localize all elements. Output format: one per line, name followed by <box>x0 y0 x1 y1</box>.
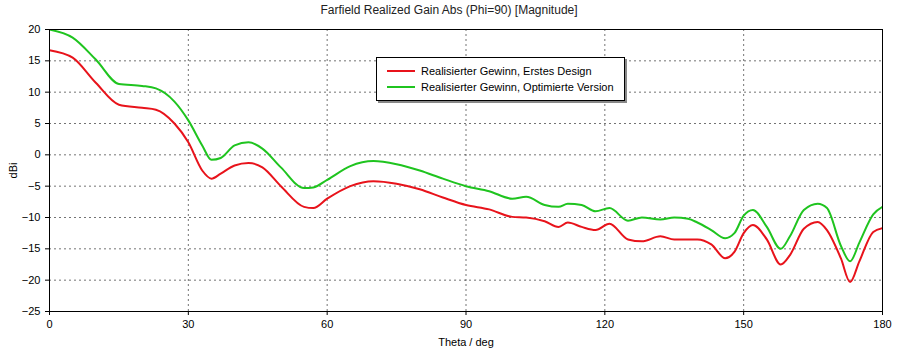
svg-text:−20: −20 <box>22 274 41 286</box>
html-text:Farfield Realized Gain Abs (Ph: Farfield Realized Gain Abs (Phi=90) [Mag… <box>320 3 578 17</box>
svg-text:−10: −10 <box>22 211 41 223</box>
svg-text:180: 180 <box>873 318 891 330</box>
svg-text:90: 90 <box>460 318 472 330</box>
svg-text:30: 30 <box>182 318 194 330</box>
svg-text:60: 60 <box>321 318 333 330</box>
svg-text:dBi: dBi <box>7 163 19 179</box>
html-text:Realisierter Gewinn, Optimiert: Realisierter Gewinn, Optimierte Version <box>421 81 614 93</box>
svg-text:−15: −15 <box>22 242 41 254</box>
svg-text:10: 10 <box>28 86 40 98</box>
svg-text:120: 120 <box>596 318 614 330</box>
svg-text:−5: −5 <box>28 180 41 192</box>
svg-text:Theta / deg: Theta / deg <box>438 336 494 348</box>
svg-text:−25: −25 <box>22 305 41 317</box>
svg-text:20: 20 <box>28 23 40 35</box>
svg-text:15: 15 <box>28 54 40 66</box>
svg-text:5: 5 <box>34 117 40 129</box>
svg-text:0: 0 <box>46 318 52 330</box>
svg-text:0: 0 <box>34 148 40 160</box>
svg-text:150: 150 <box>734 318 752 330</box>
html-text:Realisierter Gewinn, Erstes De: Realisierter Gewinn, Erstes Design <box>421 65 592 77</box>
